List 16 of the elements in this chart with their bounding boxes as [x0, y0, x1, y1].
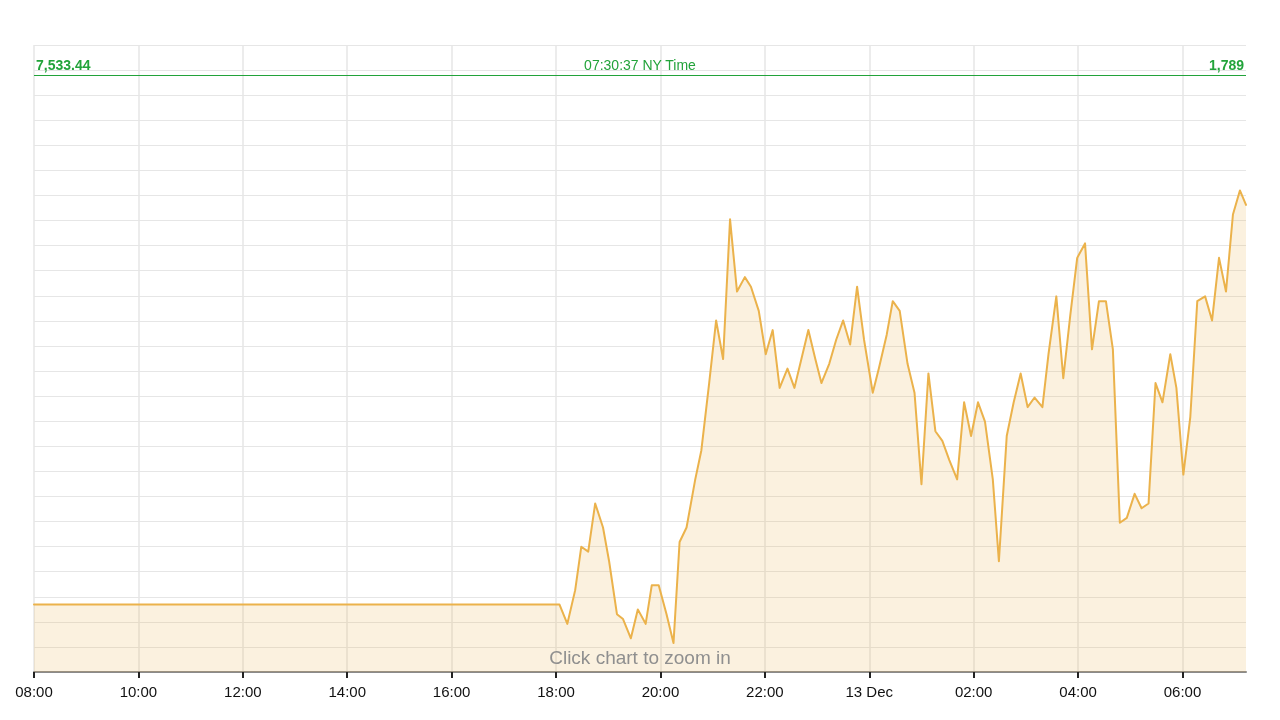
x-tick-label: 13 Dec: [845, 683, 894, 700]
x-tick-label: 04:00: [1059, 683, 1097, 700]
x-tick-label: 14:00: [328, 683, 366, 700]
x-tick-label: 18:00: [537, 683, 575, 700]
x-tick-label: 06:00: [1163, 683, 1202, 700]
x-tick-label: 10:00: [119, 683, 158, 700]
text: 7,533.44: [36, 56, 91, 73]
text: 07:30:37 NY Time: [584, 56, 697, 73]
text: 1,789: [1208, 56, 1245, 73]
x-tick-label: 02:00: [954, 683, 993, 700]
x-tick-label: 22:00: [746, 683, 784, 700]
x-tick-label: 16:00: [432, 683, 471, 700]
x-tick-label: 12:00: [224, 683, 262, 700]
x-tick-label: 20:00: [641, 683, 680, 700]
x-tick-label: 08:00: [15, 683, 53, 700]
annotation: Click chart to zoom in: [549, 646, 731, 668]
